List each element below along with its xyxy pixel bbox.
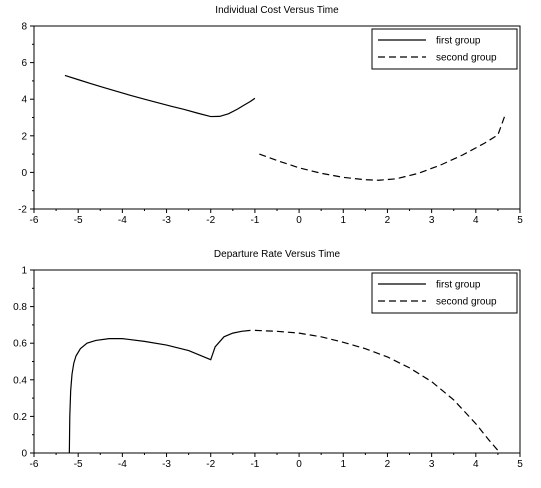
x-tick-label: 1: [340, 459, 346, 470]
legend-label: first group: [436, 280, 481, 291]
legend-box: [371, 272, 518, 314]
y-tick-label: 0: [21, 449, 27, 460]
x-tick-label: -3: [162, 215, 171, 226]
x-tick-label: -2: [206, 215, 215, 226]
y-tick-label: 2: [21, 131, 27, 142]
x-tick-label: -6: [30, 459, 39, 470]
legend-label: second group: [436, 297, 497, 308]
x-tick-label: 4: [473, 215, 479, 226]
chart-title: Departure Rate Versus Time: [214, 249, 341, 260]
series-line-second-group: [254, 329, 501, 454]
x-tick-label: -5: [74, 459, 83, 470]
x-tick-label: 3: [429, 215, 435, 226]
x-tick-label: -4: [118, 459, 127, 470]
legend-box: [371, 28, 518, 70]
y-tick-label: 8: [21, 22, 27, 33]
x-tick-label: 1: [340, 215, 346, 226]
x-tick-label: -6: [30, 215, 39, 226]
chart-title: Individual Cost Versus Time: [215, 5, 339, 16]
x-tick-label: -1: [250, 459, 259, 470]
legend: first group second group: [371, 272, 518, 314]
x-tick-label: -2: [206, 459, 215, 470]
x-tick-label: 4: [473, 459, 479, 470]
x-tick-label: 3: [429, 459, 435, 470]
x-tick-label: 2: [385, 215, 391, 226]
y-tick-label: 6: [21, 58, 27, 69]
y-tick-label: -2: [18, 205, 27, 216]
x-tick-label: -5: [74, 215, 83, 226]
series-line-first-group: [64, 74, 256, 118]
y-tick-label: 0: [21, 168, 27, 179]
departure-rate-chart: Departure Rate Versus Time -6 -5 -4 -3 -2 -1 0 1…: [13, 249, 523, 470]
legend: first group second group: [371, 28, 518, 70]
legend-label: second group: [436, 53, 497, 64]
y-tick-label: 4: [21, 95, 27, 106]
x-tick-label: 0: [296, 215, 302, 226]
y-tick-label: 0.4: [13, 375, 27, 386]
legend-label: first group: [436, 36, 481, 47]
y-tick-label: 0.6: [13, 339, 27, 350]
x-tick-label: 5: [517, 459, 523, 470]
x-tick-label: 5: [517, 215, 523, 226]
x-tick-label: 0: [296, 459, 302, 470]
y-tick-label: 0.8: [13, 302, 27, 313]
x-tick-label: 2: [385, 459, 391, 470]
x-tick-label: -4: [118, 215, 127, 226]
x-tick-label: -3: [162, 459, 171, 470]
individual-cost-chart: Individual Cost Versus Time -6 -5 -4 -3 -2 -1 0…: [18, 5, 523, 226]
series-line-first-group: [68, 329, 251, 454]
y-tick-label: 0.2: [13, 412, 27, 423]
x-tick-label: -1: [250, 215, 259, 226]
y-tick-label: 1: [21, 266, 27, 277]
series-line-second-group: [259, 116, 506, 181]
